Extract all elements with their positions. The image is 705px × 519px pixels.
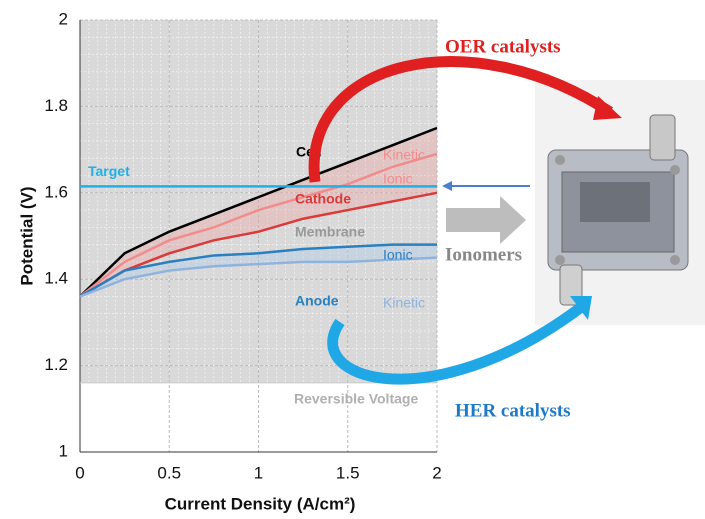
y-tick-label: 1.2 [44,355,68,374]
annotation: Ionic [383,247,413,263]
annotation: Ionic [383,171,413,187]
annotation: Cathode [295,191,351,207]
x-axis-label: Current Density (A/cm²) [165,494,356,513]
ionomer-label: Ionomers [445,244,522,265]
y-tick-label: 1.4 [44,269,68,288]
plot: 0 0.5 1 1.5 2 1 1.2 1.4 1.6 1.8 2 Target Reversible … [44,9,441,482]
annotation: Kinetic [383,147,425,163]
target-arrowhead [442,181,452,191]
x-tick-label: 2 [432,463,441,482]
her-arrow [327,303,584,385]
series-line [79,256,438,298]
band [80,128,437,297]
ionomer-arrow [446,196,526,244]
y-tick-label: 2 [59,9,68,28]
her-label: HER catalysts [455,400,571,421]
band [80,244,437,297]
series-line [79,152,438,298]
target-label: Target [88,163,130,179]
y-tick-label: 1.6 [44,182,68,201]
x-tick-label: 0.5 [157,463,181,482]
y-tick-label: 1 [59,441,68,460]
series-line [79,243,437,298]
her-arrowhead [570,296,592,320]
series-line [79,191,438,298]
y-axis-label: Potential (V) [17,186,36,285]
series-line [79,126,438,298]
x-tick-label: 1 [254,463,263,482]
oer-arrow [308,56,614,183]
y-tick-label: 1.8 [44,96,68,115]
x-tick-label: 1.5 [336,463,360,482]
electrolyzer-image [535,80,705,325]
annotation: Membrane [295,224,365,240]
annotation: Kinetic [383,295,425,311]
oer-label: OER catalysts [445,36,561,57]
reversible-label: Reversible Voltage [294,391,418,407]
oer-arrowhead [593,96,622,120]
x-tick-label: 0 [75,463,84,482]
annotation: Anode [295,293,339,309]
